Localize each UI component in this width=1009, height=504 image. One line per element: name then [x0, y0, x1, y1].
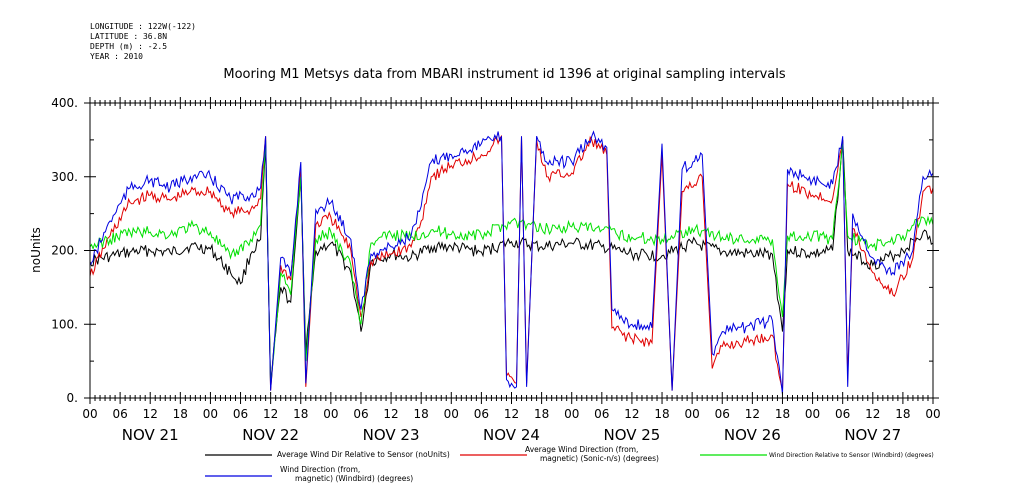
y-axis-label: noUnits — [29, 227, 43, 273]
x-tick-label: 18 — [173, 407, 188, 421]
legend-label-4: Wind Direction (from, — [280, 465, 360, 474]
legend-label-1: Average Wind Dir Relative to Sensor (noU… — [277, 450, 450, 459]
legend: Average Wind Dir Relative to Sensor (noU… — [205, 445, 934, 483]
series-line-2 — [89, 134, 934, 391]
x-tick-label: 12 — [143, 407, 158, 421]
x-tick-label: 18 — [293, 407, 308, 421]
x-tick-label: 00 — [203, 407, 218, 421]
x-tick-label: 00 — [564, 407, 579, 421]
meta-depth: DEPTH (m) : -2.5 — [90, 42, 168, 51]
plot-frame — [89, 102, 934, 399]
x-tick-label: 06 — [835, 407, 850, 421]
x-day-label: NOV 23 — [363, 426, 420, 444]
x-tick-label: 12 — [263, 407, 278, 421]
x-tick-label: 06 — [474, 407, 489, 421]
x-tick-label: 18 — [534, 407, 549, 421]
x-tick-label: 00 — [805, 407, 820, 421]
series-layer — [89, 130, 934, 395]
x-tick-label: 00 — [444, 407, 459, 421]
x-tick-label: 00 — [925, 407, 940, 421]
x-day-label: NOV 25 — [603, 426, 660, 444]
x-tick-label: 06 — [353, 407, 368, 421]
y-tick-label: 400. — [51, 96, 78, 110]
x-tick-label: 00 — [82, 407, 97, 421]
legend-label-2: Average Wind Direction (from, — [525, 445, 638, 454]
x-day-label: NOV 21 — [122, 426, 179, 444]
meta-longitude: LONGITUDE : 122W(-122) — [90, 22, 196, 31]
x-tick-label: 18 — [654, 407, 669, 421]
x-tick-label: 12 — [624, 407, 639, 421]
x-tick-label: 00 — [685, 407, 700, 421]
legend-label-2: magnetic) (Sonic-n/s) (degrees) — [540, 454, 659, 463]
metadata-block: LONGITUDE : 122W(-122) LATITUDE : 36.8N … — [90, 22, 196, 62]
x-day-label: NOV 22 — [242, 426, 299, 444]
x-tick-label: 12 — [745, 407, 760, 421]
x-tick-label: 00 — [323, 407, 338, 421]
x-tick-label: 06 — [594, 407, 609, 421]
x-tick-label: 18 — [895, 407, 910, 421]
x-tick-label: 18 — [775, 407, 790, 421]
x-day-label: NOV 24 — [483, 426, 540, 444]
x-day-label: NOV 27 — [844, 426, 901, 444]
axes-layer: 0. 100. 200. 300. 400. 00 06 12 18 00 06 12 18 00 06 12… — [51, 96, 940, 444]
y-tick-label: 200. — [51, 244, 78, 258]
series-line-4 — [89, 130, 934, 395]
meta-latitude: LATITUDE : 36.8N — [90, 32, 168, 41]
series-line-3 — [89, 139, 934, 387]
x-tick-label: 06 — [112, 407, 127, 421]
y-tick-label: 100. — [51, 317, 78, 331]
chart-title: Mooring M1 Metsys data from MBARI instru… — [223, 67, 786, 82]
x-tick-label: 12 — [383, 407, 398, 421]
x-day-label: NOV 26 — [724, 426, 781, 444]
y-tick-label: 0. — [67, 391, 78, 405]
x-tick-label: 12 — [504, 407, 519, 421]
x-tick-label: 12 — [865, 407, 880, 421]
legend-label-3: Wind Direction Relative to Sensor (Windb… — [769, 452, 934, 459]
x-tick-label: 06 — [715, 407, 730, 421]
x-tick-label: 06 — [233, 407, 248, 421]
series-line-1 — [89, 139, 934, 384]
y-tick-label: 300. — [51, 170, 78, 184]
meta-year: YEAR : 2010 — [90, 52, 143, 61]
x-tick-label: 18 — [414, 407, 429, 421]
legend-label-4: magnetic) (Windbird) (degrees) — [295, 474, 413, 483]
